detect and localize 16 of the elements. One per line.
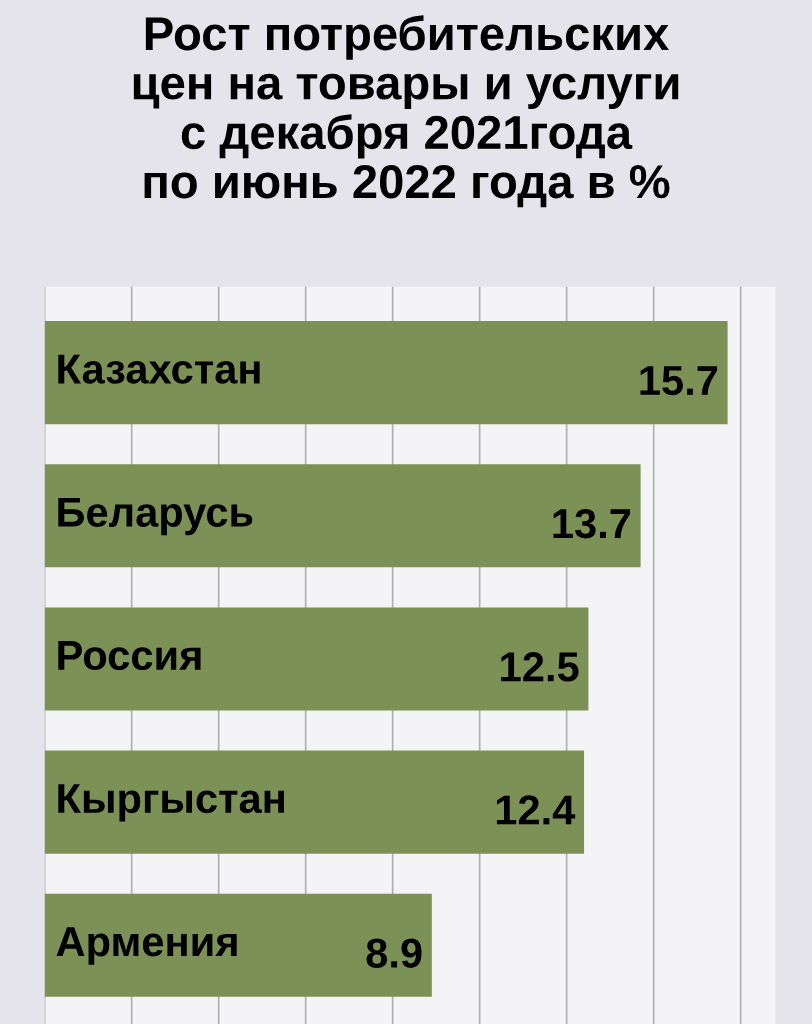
data-label: 13.7 [553, 508, 631, 539]
y-tick-label: Казахстан [58, 354, 260, 384]
bar [44, 750, 585, 854]
data-label: 15.7 [640, 366, 718, 396]
data-label: 8.9 [366, 938, 422, 968]
y-tick-label: Армения [56, 927, 237, 965]
bar [44, 607, 589, 711]
data-label: 12.5 [501, 652, 579, 682]
data-label: 12.4 [496, 795, 576, 825]
bar [44, 321, 728, 425]
bar [44, 893, 432, 997]
bar [44, 464, 641, 568]
y-tick-label: Беларусь [58, 497, 253, 536]
y-tick-label: Россия [58, 641, 201, 671]
y-tick-label: Кыргыстан [58, 784, 284, 822]
chart-title: Рост потребительских цен на товары и услуги с декабря 2021года по июнь 2022 года в % [133, 15, 679, 208]
